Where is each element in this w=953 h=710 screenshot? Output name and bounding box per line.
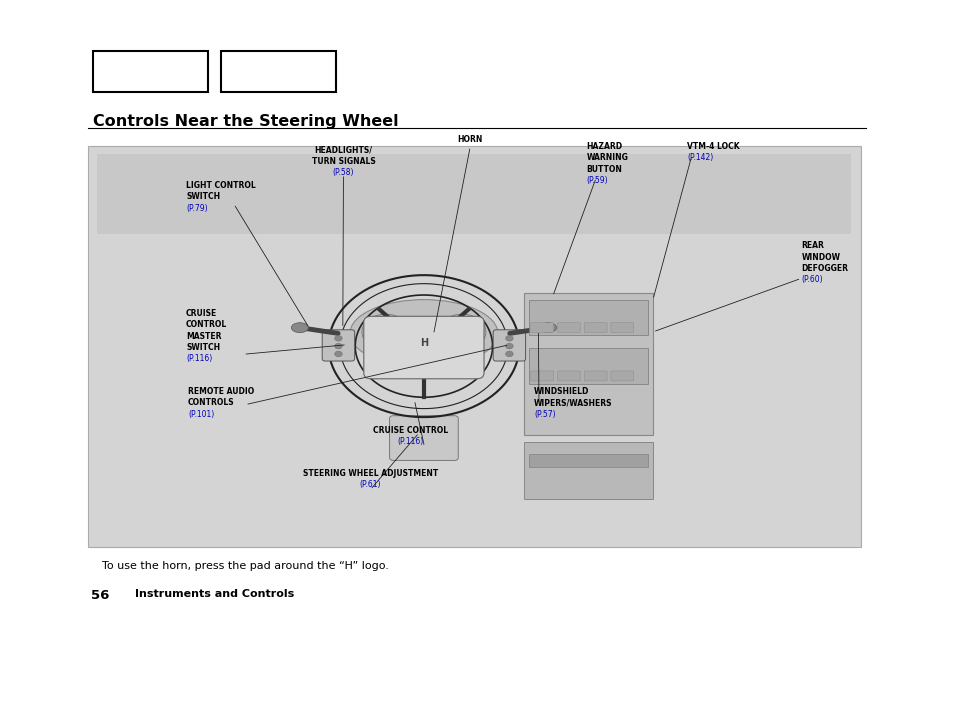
Text: HORN: HORN [457, 135, 482, 144]
Circle shape [335, 335, 342, 341]
FancyBboxPatch shape [583, 371, 606, 381]
FancyBboxPatch shape [322, 329, 355, 361]
Circle shape [505, 351, 513, 356]
Circle shape [335, 351, 342, 356]
Text: DEFOGGER: DEFOGGER [801, 264, 847, 273]
FancyBboxPatch shape [610, 323, 633, 333]
FancyBboxPatch shape [583, 323, 606, 333]
Text: 56: 56 [91, 589, 109, 602]
Text: WARNING: WARNING [586, 153, 628, 163]
Text: MASTER: MASTER [186, 332, 221, 341]
Text: (P.116): (P.116) [396, 437, 423, 447]
FancyBboxPatch shape [530, 371, 553, 381]
Text: H: H [419, 337, 428, 348]
Circle shape [505, 335, 513, 341]
FancyBboxPatch shape [523, 442, 652, 499]
FancyBboxPatch shape [557, 371, 579, 381]
Text: (P.142): (P.142) [686, 153, 713, 163]
FancyBboxPatch shape [363, 317, 483, 379]
Text: LIGHT CONTROL: LIGHT CONTROL [186, 181, 255, 190]
FancyBboxPatch shape [528, 300, 647, 336]
Ellipse shape [350, 300, 497, 367]
Text: HAZARD: HAZARD [586, 142, 622, 151]
FancyBboxPatch shape [523, 293, 652, 435]
Text: (P.58): (P.58) [333, 168, 354, 178]
FancyBboxPatch shape [221, 51, 335, 92]
FancyBboxPatch shape [97, 153, 850, 234]
Text: (P.101): (P.101) [188, 410, 214, 419]
FancyBboxPatch shape [493, 329, 525, 361]
Text: REAR: REAR [801, 241, 823, 251]
Text: (P.59): (P.59) [586, 176, 608, 185]
Text: CONTROLS: CONTROLS [188, 398, 234, 408]
Text: CRUISE CONTROL: CRUISE CONTROL [373, 426, 447, 435]
Circle shape [505, 344, 513, 349]
Text: To use the horn, press the pad around the “H” logo.: To use the horn, press the pad around th… [102, 561, 389, 571]
Text: CONTROL: CONTROL [186, 320, 227, 329]
FancyBboxPatch shape [610, 371, 633, 381]
Text: TURN SIGNALS: TURN SIGNALS [312, 157, 375, 166]
Circle shape [361, 314, 409, 349]
Ellipse shape [291, 322, 308, 332]
FancyBboxPatch shape [389, 416, 457, 460]
Text: BUTTON: BUTTON [586, 165, 622, 174]
Ellipse shape [393, 324, 454, 369]
Text: SWITCH: SWITCH [186, 192, 220, 202]
Text: REMOTE AUDIO: REMOTE AUDIO [188, 387, 253, 396]
FancyBboxPatch shape [528, 349, 647, 384]
Text: HEADLIGHTS/: HEADLIGHTS/ [314, 146, 372, 155]
Text: (P.57): (P.57) [534, 410, 556, 419]
Text: WIPERS/WASHERS: WIPERS/WASHERS [534, 398, 612, 408]
Text: STEERING WHEEL ADJUSTMENT: STEERING WHEEL ADJUSTMENT [302, 469, 437, 478]
Text: CRUISE: CRUISE [186, 309, 217, 318]
FancyBboxPatch shape [93, 51, 208, 92]
Text: (P.61): (P.61) [359, 480, 380, 489]
Text: (P.79): (P.79) [186, 204, 208, 213]
Text: (P.116): (P.116) [186, 354, 213, 364]
Circle shape [437, 314, 485, 349]
FancyBboxPatch shape [530, 323, 553, 333]
Text: Instruments and Controls: Instruments and Controls [135, 589, 294, 599]
FancyBboxPatch shape [557, 323, 579, 333]
Ellipse shape [538, 322, 556, 332]
Text: Controls Near the Steering Wheel: Controls Near the Steering Wheel [93, 114, 398, 129]
Text: (P.60): (P.60) [801, 275, 822, 285]
Circle shape [335, 344, 342, 349]
Text: VTM-4 LOCK: VTM-4 LOCK [686, 142, 739, 151]
Text: SWITCH: SWITCH [186, 343, 220, 352]
FancyBboxPatch shape [88, 146, 860, 547]
Text: WINDOW: WINDOW [801, 253, 840, 262]
FancyBboxPatch shape [528, 454, 647, 467]
Text: WINDSHIELD: WINDSHIELD [534, 387, 589, 396]
